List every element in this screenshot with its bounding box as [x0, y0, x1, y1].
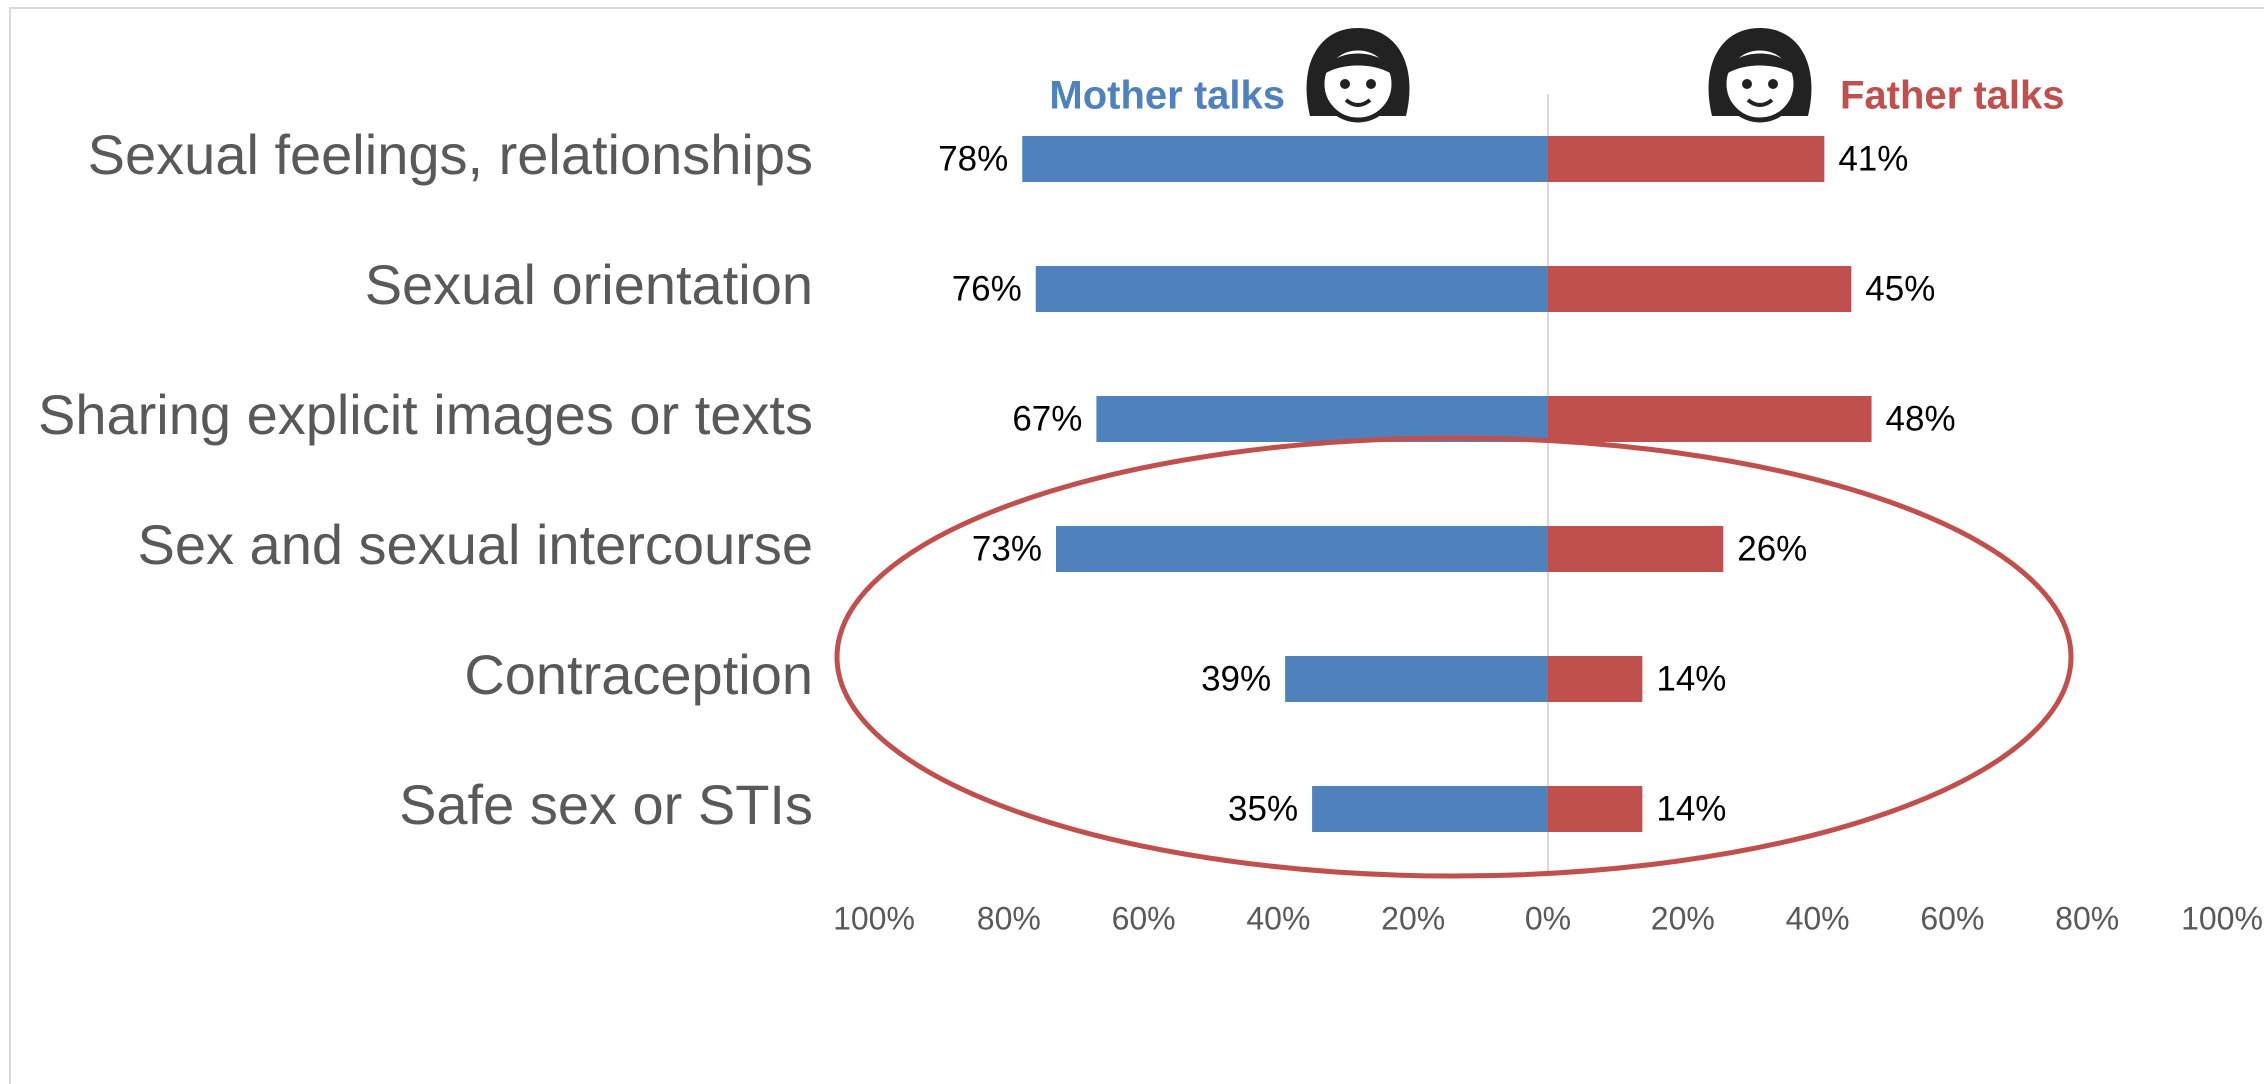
data-label: 45% [1865, 269, 1935, 308]
category-label: Contraception [464, 643, 813, 706]
bar [1548, 786, 1643, 832]
mother-icon [1306, 28, 1410, 123]
data-label: 48% [1886, 399, 1956, 438]
x-tick-label: 20% [1651, 900, 1715, 936]
x-tick-label: 0% [1525, 900, 1571, 936]
legend-label: Mother talks [1049, 74, 1285, 118]
data-label: 73% [972, 529, 1042, 568]
data-label: 67% [1012, 399, 1082, 438]
bar [1548, 396, 1872, 442]
category-label: Sexual orientation [365, 253, 813, 316]
data-label: 39% [1201, 659, 1271, 698]
x-tick-label: 100% [2181, 900, 2263, 936]
bar [1548, 526, 1724, 572]
x-tick-label: 20% [1381, 900, 1445, 936]
x-tick-label: 60% [1112, 900, 1176, 936]
category-label: Sex and sexual intercourse [138, 513, 814, 576]
category-label: Safe sex or STIs [399, 773, 813, 836]
bar [1548, 656, 1643, 702]
x-tick-label: 80% [2055, 900, 2119, 936]
legend-label: Father talks [1840, 74, 2065, 118]
bar [1312, 786, 1548, 832]
data-label: 76% [952, 269, 1022, 308]
bar [1055, 526, 1548, 572]
x-tick-label: 40% [1786, 900, 1850, 936]
bar [1548, 266, 1852, 312]
category-label: Sharing explicit images or texts [38, 383, 813, 446]
bar [1548, 136, 1825, 182]
x-tick-label: 100% [833, 900, 915, 936]
highlight-ellipse [834, 435, 2074, 879]
x-tick-label: 60% [1920, 900, 1984, 936]
data-label: 26% [1737, 529, 1807, 568]
data-label: 35% [1228, 789, 1298, 828]
category-label: Sexual feelings, relationships [88, 123, 813, 186]
data-label: 14% [1656, 789, 1726, 828]
data-label: 14% [1656, 659, 1726, 698]
father-icon [1708, 28, 1812, 123]
x-tick-label: 40% [1246, 900, 1310, 936]
data-label: 78% [938, 139, 1008, 178]
bar [1096, 396, 1548, 442]
bar [1035, 266, 1548, 312]
data-label: 41% [1838, 139, 1908, 178]
x-tick-label: 80% [977, 900, 1041, 936]
bar [1022, 136, 1548, 182]
frame [9, 7, 2264, 1084]
bar [1285, 656, 1548, 702]
